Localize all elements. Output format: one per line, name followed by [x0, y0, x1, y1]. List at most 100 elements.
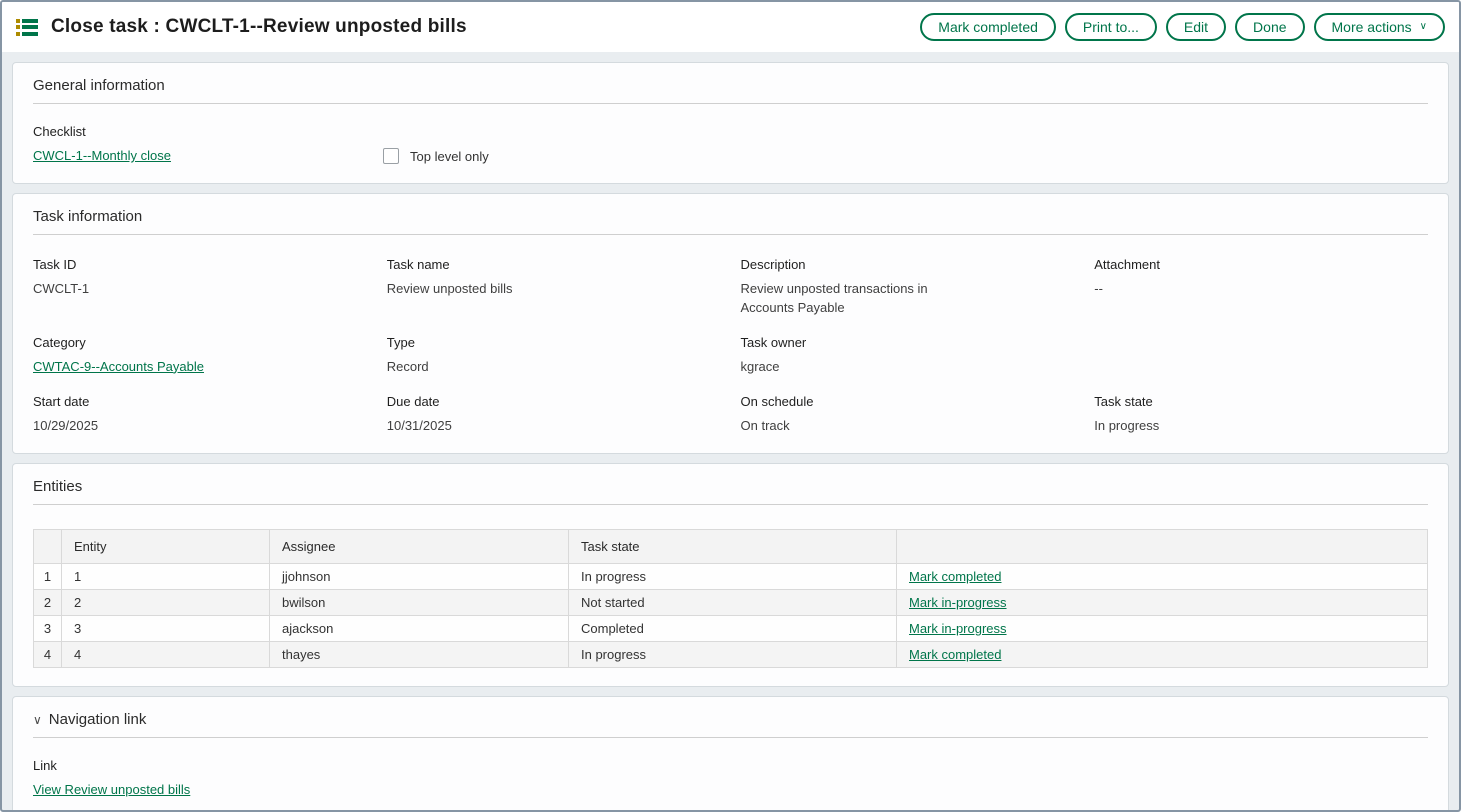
due-date-field: Due date 10/31/2025: [387, 394, 721, 436]
chevron-down-icon[interactable]: ∨: [33, 713, 42, 727]
task-owner-value: kgrace: [741, 358, 1075, 377]
task-id-label: Task ID: [33, 257, 367, 272]
attachment-field: Attachment --: [1094, 257, 1428, 318]
entities-title: Entities: [33, 478, 82, 495]
attachment-value: --: [1094, 280, 1428, 299]
row-number: 4: [34, 642, 62, 668]
app-window: Close task : CWCLT-1--Review unposted bi…: [0, 0, 1461, 812]
done-button[interactable]: Done: [1235, 13, 1304, 41]
navigation-link-title: Navigation link: [49, 711, 147, 728]
action-cell: Mark in-progress: [897, 616, 1428, 642]
start-date-value: 10/29/2025: [33, 417, 367, 436]
mark-in-progress-link[interactable]: Mark in-progress: [909, 595, 1007, 610]
task-name-value: Review unposted bills: [387, 280, 721, 299]
mark-completed-link[interactable]: Mark completed: [909, 647, 1001, 662]
task-state-field: Task state In progress: [1094, 394, 1428, 436]
assignee-cell: thayes: [270, 642, 569, 668]
checklist-icon[interactable]: [16, 19, 38, 36]
entity-cell: 3: [62, 616, 270, 642]
task-state-label: Task state: [1094, 394, 1428, 409]
navigation-link-card: ∨ Navigation link Link View Review unpos…: [12, 696, 1449, 812]
column-header-task-state: Task state: [569, 530, 897, 564]
category-field: Category CWTAC-9--Accounts Payable: [33, 335, 367, 377]
link-label: Link: [33, 758, 1428, 773]
assignee-cell: jjohnson: [270, 564, 569, 590]
checklist-label: Checklist: [33, 124, 383, 139]
view-task-link[interactable]: View Review unposted bills: [33, 782, 190, 797]
print-to-label: Print to...: [1083, 19, 1139, 35]
start-date-field: Start date 10/29/2025: [33, 394, 367, 436]
print-to-button[interactable]: Print to...: [1065, 13, 1157, 41]
on-schedule-field: On schedule On track: [741, 394, 1075, 436]
edit-button[interactable]: Edit: [1166, 13, 1226, 41]
mark-completed-link[interactable]: Mark completed: [909, 569, 1001, 584]
top-level-only-label: Top level only: [410, 149, 489, 164]
column-header-action: [897, 530, 1428, 564]
task-owner-label: Task owner: [741, 335, 1075, 350]
entity-cell: 1: [62, 564, 270, 590]
table-row: 3 3 ajackson Completed Mark in-progress: [34, 616, 1428, 642]
column-header-assignee: Assignee: [270, 530, 569, 564]
general-information-title: General information: [33, 77, 165, 94]
row-number: 1: [34, 564, 62, 590]
attachment-label: Attachment: [1094, 257, 1428, 272]
action-cell: Mark completed: [897, 564, 1428, 590]
task-information-header: Task information: [33, 208, 1428, 235]
mark-completed-button[interactable]: Mark completed: [920, 13, 1056, 41]
mark-in-progress-link[interactable]: Mark in-progress: [909, 621, 1007, 636]
row-number: 2: [34, 590, 62, 616]
type-field: Type Record: [387, 335, 721, 377]
task-information-card: Task information Task ID CWCLT-1 Task na…: [12, 193, 1449, 454]
mark-completed-label: Mark completed: [938, 19, 1038, 35]
due-date-value: 10/31/2025: [387, 417, 721, 436]
page-body: General information Checklist CWCL-1--Mo…: [2, 52, 1459, 812]
header-actions: Mark completed Print to... Edit Done Mor…: [920, 13, 1445, 41]
checklist-link[interactable]: CWCL-1--Monthly close: [33, 148, 171, 163]
type-value: Record: [387, 358, 721, 377]
page-header: Close task : CWCLT-1--Review unposted bi…: [2, 2, 1459, 52]
top-level-only-checkbox[interactable]: [383, 148, 399, 164]
due-date-label: Due date: [387, 394, 721, 409]
description-label: Description: [741, 257, 1075, 272]
entities-card: Entities Entity Assignee Task state 1 1: [12, 463, 1449, 687]
more-actions-label: More actions: [1332, 19, 1412, 35]
on-schedule-label: On schedule: [741, 394, 1075, 409]
description-value: Review unposted transactions in Accounts…: [741, 280, 946, 318]
action-cell: Mark completed: [897, 642, 1428, 668]
task-state-cell: In progress: [569, 642, 897, 668]
task-state-cell: Completed: [569, 616, 897, 642]
task-owner-field: Task owner kgrace: [741, 335, 1075, 377]
task-state-cell: In progress: [569, 564, 897, 590]
on-schedule-value: On track: [741, 417, 1075, 436]
page-title: Close task : CWCLT-1--Review unposted bi…: [51, 16, 467, 38]
description-field: Description Review unposted transactions…: [741, 257, 1075, 318]
entity-cell: 4: [62, 642, 270, 668]
checklist-field: Checklist CWCL-1--Monthly close: [33, 124, 383, 165]
column-header-entity: Entity: [62, 530, 270, 564]
empty-cell: [1094, 335, 1428, 377]
general-information-header: General information: [33, 77, 1428, 104]
task-name-field: Task name Review unposted bills: [387, 257, 721, 318]
column-header-row-number: [34, 530, 62, 564]
assignee-cell: ajackson: [270, 616, 569, 642]
table-row: 1 1 jjohnson In progress Mark completed: [34, 564, 1428, 590]
general-information-card: General information Checklist CWCL-1--Mo…: [12, 62, 1449, 184]
category-link[interactable]: CWTAC-9--Accounts Payable: [33, 359, 204, 374]
task-id-value: CWCLT-1: [33, 280, 367, 299]
task-state-value: In progress: [1094, 417, 1428, 436]
top-level-only-group: Top level only: [383, 147, 489, 165]
entities-header: Entities: [33, 478, 1428, 505]
start-date-label: Start date: [33, 394, 367, 409]
assignee-cell: bwilson: [270, 590, 569, 616]
task-information-grid: Task ID CWCLT-1 Task name Review unposte…: [33, 257, 1428, 435]
entities-table-header-row: Entity Assignee Task state: [34, 530, 1428, 564]
chevron-down-icon: ∨: [1420, 22, 1427, 32]
task-information-title: Task information: [33, 208, 142, 225]
done-label: Done: [1253, 19, 1286, 35]
table-row: 4 4 thayes In progress Mark completed: [34, 642, 1428, 668]
type-label: Type: [387, 335, 721, 350]
general-information-content: Checklist CWCL-1--Monthly close Top leve…: [33, 124, 1428, 165]
task-name-label: Task name: [387, 257, 721, 272]
more-actions-button[interactable]: More actions ∨: [1314, 13, 1445, 41]
navigation-link-header: ∨ Navigation link: [33, 711, 1428, 738]
